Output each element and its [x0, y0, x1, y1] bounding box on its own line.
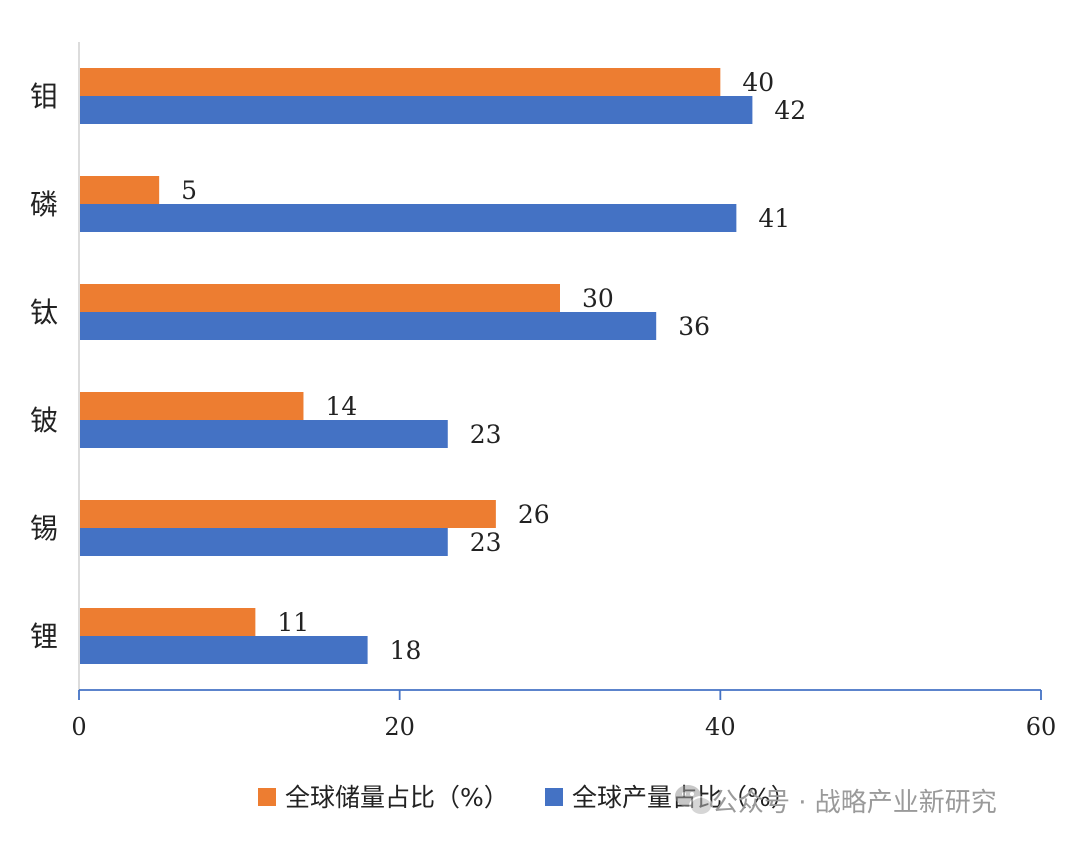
category-label: 锡: [30, 512, 58, 545]
bar: [80, 420, 448, 448]
data-label: 11: [277, 608, 309, 637]
watermark: 公众号 · 战略产业新研究: [675, 785, 997, 818]
bar: [80, 312, 657, 340]
watermark-text: 公众号 · 战略产业新研究: [712, 788, 997, 818]
bar: [80, 68, 721, 96]
data-label: 5: [181, 176, 197, 205]
category-label: 磷: [30, 188, 58, 221]
legend-swatch: [258, 788, 276, 806]
data-label: 40: [742, 68, 774, 97]
data-label: 41: [758, 204, 790, 233]
x-tick-label: 60: [1026, 713, 1057, 741]
bar: [80, 176, 160, 204]
x-tick-label: 40: [705, 713, 736, 741]
data-label: 14: [325, 392, 357, 421]
data-label: 23: [470, 528, 502, 557]
legend-swatch: [545, 788, 563, 806]
data-label: 30: [582, 284, 614, 313]
wechat-icon: [675, 785, 713, 816]
data-label: 36: [678, 312, 710, 341]
category-label: 钛: [30, 296, 58, 329]
x-tick-label: 0: [71, 713, 86, 741]
category-label: 锂: [30, 620, 58, 653]
category-label: 钼: [30, 80, 58, 113]
bar: [80, 500, 496, 528]
x-axis: 0 20 40 60: [71, 689, 1057, 741]
legend-label: 全球储量占比（%）: [285, 783, 509, 812]
category-label: 铍: [30, 404, 58, 437]
bar: [80, 284, 560, 312]
bar: [80, 636, 368, 664]
bar: [80, 528, 448, 556]
data-label: 26: [518, 500, 550, 529]
bar: [80, 96, 753, 124]
bar: [80, 204, 737, 232]
data-label: 23: [470, 420, 502, 449]
x-tick-label: 20: [384, 713, 415, 741]
data-label: 18: [390, 636, 422, 665]
data-label: 42: [774, 96, 806, 125]
bar: [80, 392, 304, 420]
bar: [80, 608, 256, 636]
